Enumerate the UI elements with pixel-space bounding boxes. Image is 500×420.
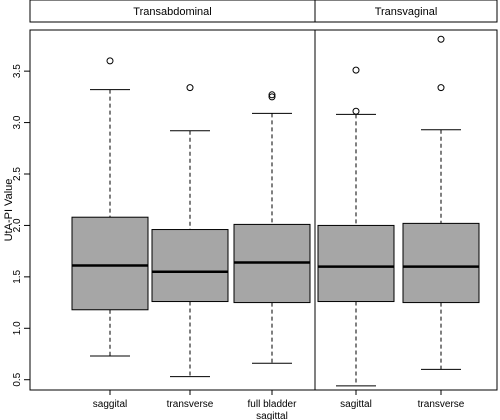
x-tick-label: saggital — [93, 399, 127, 410]
panel-strip — [314, 0, 498, 23]
x-tick-label: transverse — [418, 399, 465, 410]
y-tick-label: 3.5 — [12, 64, 23, 78]
x-tick-label: full bladder — [248, 399, 298, 410]
outlier-point — [352, 66, 360, 74]
panel-strip-label: Transabdominal — [133, 6, 211, 18]
y-tick-label: 2.0 — [12, 218, 23, 232]
outlier-point — [437, 35, 445, 43]
y-tick-label: 0.5 — [12, 372, 23, 386]
panel-strip-label: Transvaginal — [375, 6, 438, 18]
panel-2: Transvaginal sagittal transverse — [314, 0, 498, 410]
y-axis: 0.5 1.0 1.5 2.0 2.5 3.0 3.5 UtA-PI Value — [3, 30, 31, 390]
panels: Transabdominal saggital transverse full bla… — [29, 0, 498, 420]
y-axis-title: UtA-PI Value — [3, 179, 15, 242]
box-2-1: sagittal — [317, 66, 395, 410]
y-tick-label: 1.0 — [12, 321, 23, 335]
outlier-point — [186, 84, 194, 92]
box-1-1: saggital — [71, 57, 149, 410]
y-ticks: 0.5 1.0 1.5 2.0 2.5 3.0 3.5 — [12, 64, 30, 387]
outlier-point — [268, 93, 276, 101]
iqr-box — [151, 229, 229, 303]
iqr-box — [71, 216, 149, 311]
y-tick-label: 3.0 — [12, 115, 23, 129]
y-tick-label: 1.5 — [12, 269, 23, 283]
x-tick-label: sagittal — [340, 399, 372, 410]
panel-1: Transabdominal saggital transverse full bla… — [29, 0, 316, 420]
box-1-2: transverse — [151, 84, 229, 410]
outlier-point — [352, 107, 360, 115]
box-2-2: transverse — [402, 35, 480, 410]
x-tick-label: sagittal — [256, 411, 288, 420]
iqr-box — [317, 224, 395, 303]
x-tick-label: transverse — [167, 399, 214, 410]
outlier-point — [106, 57, 114, 65]
outlier-point — [268, 91, 276, 99]
y-tick-label: 2.5 — [12, 167, 23, 181]
panel-frame — [314, 29, 498, 391]
iqr-box — [402, 222, 480, 304]
outlier-point — [437, 84, 445, 92]
panel-frame — [29, 29, 316, 391]
